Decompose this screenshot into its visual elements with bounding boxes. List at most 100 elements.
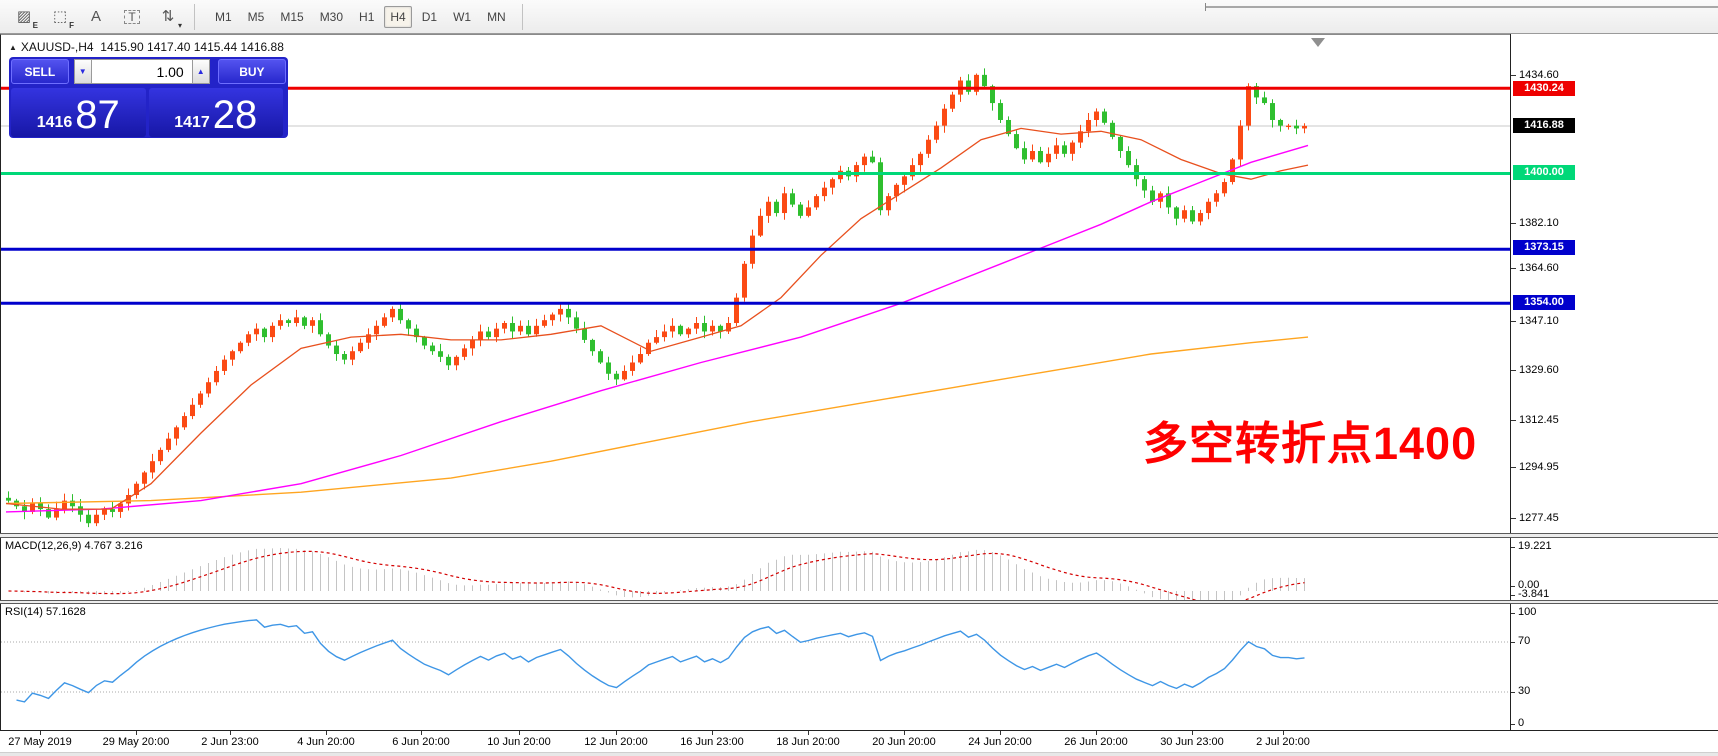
indicator-scale-label: 0.00 <box>1518 579 1540 591</box>
rsi-panel[interactable]: RSI(14) 57.1628 <box>0 604 1510 731</box>
timeframe-h1[interactable]: H1 <box>359 9 375 24</box>
time-tick <box>519 731 520 735</box>
indicator-scale-label: 70 <box>1518 635 1531 647</box>
collapse-panel-icon[interactable]: ▲ <box>9 43 17 52</box>
time-tick <box>40 731 41 735</box>
symbol-period: XAUUSD-,H4 <box>20 40 94 54</box>
indicator-scale-label: 30 <box>1518 685 1531 697</box>
main-chart-panel[interactable]: ▲ XAUUSD-,H4 1415.90 1417.40 1415.44 1416… <box>0 34 1510 533</box>
time-tick-label: 29 May 20:00 <box>102 736 170 748</box>
macd-label: MACD(12,26,9) 4.767 3.216 <box>5 540 143 552</box>
timeframe-m5[interactable]: M5 <box>247 9 265 24</box>
time-tick-label: 4 Jun 20:00 <box>297 736 355 748</box>
time-tick-label: 24 Jun 20:00 <box>968 736 1032 748</box>
indicator-scale-tick <box>1511 586 1515 587</box>
toolbar: ▨ E ⬚ F A T ⇅ ▾ M1 M5 M15 M30 H1 H4 D1 W1 MN <box>0 0 1718 34</box>
price-badge: 1400.00 <box>1513 165 1575 180</box>
buy-price-main: 1417 <box>174 114 210 132</box>
price-tick-label: 1364.60 <box>1519 262 1559 274</box>
time-tick <box>1096 731 1097 735</box>
price-tick <box>1511 518 1516 519</box>
time-tick-label: 12 Jun 20:00 <box>584 736 648 748</box>
indicator-scale-tick <box>1511 613 1515 614</box>
chart-text-annotation: 多空转折点1400 <box>1143 418 1478 469</box>
price-tick-label: 1347.10 <box>1519 315 1559 327</box>
time-tick-label: 18 Jun 20:00 <box>776 736 840 748</box>
volume-decrease-button[interactable]: ▼ <box>73 59 92 84</box>
toolbar-separator <box>194 3 195 30</box>
chart-shift-marker[interactable] <box>1311 38 1325 47</box>
grid-pattern-icon[interactable]: ⬚ F <box>52 8 74 30</box>
horizontal-scrollbar-cap <box>1205 3 1206 11</box>
price-tick <box>1511 223 1516 224</box>
price-tick-label: 1329.60 <box>1519 364 1559 376</box>
time-tick <box>1000 731 1001 735</box>
time-tick <box>326 731 327 735</box>
sort-arrows-icon[interactable]: ⇅ ▾ <box>161 8 182 30</box>
buy-price-pips: 28 <box>212 93 258 138</box>
price-badge: 1354.00 <box>1513 295 1575 310</box>
ohlc-open: 1415.90 <box>100 40 144 54</box>
panel-splitter-2[interactable] <box>0 600 1718 604</box>
timeframe-m15[interactable]: M15 <box>280 9 304 24</box>
indicator-scale-label: 100 <box>1518 606 1537 618</box>
price-tick-label: 1434.60 <box>1519 69 1559 81</box>
macd-scale: 19.221 0.00 -3.841 <box>1510 538 1718 600</box>
time-tick-label: 26 Jun 20:00 <box>1064 736 1128 748</box>
volume-input[interactable]: 1.00 <box>91 59 192 84</box>
sell-price-main: 1416 <box>36 114 73 132</box>
price-badge: 1373.15 <box>1513 240 1575 255</box>
time-axis: 27 May 2019 29 May 20:00 2 Jun 23:00 4 Jun … <box>0 731 1718 752</box>
time-tick <box>230 731 231 735</box>
horizontal-scrollbar[interactable] <box>1205 6 1718 8</box>
timeframe-h4[interactable]: H4 <box>384 5 412 28</box>
indicator-scale-tick <box>1511 724 1515 725</box>
indicator-scale-tick <box>1511 547 1515 548</box>
ohlc-close: 1416.88 <box>240 40 284 54</box>
time-tick <box>616 731 617 735</box>
bottom-strip <box>0 752 1718 756</box>
text-box-icon[interactable]: T <box>117 4 147 30</box>
hatch-pattern-icon[interactable]: ▨ E <box>16 8 38 30</box>
timeframe-d1[interactable]: D1 <box>421 9 438 24</box>
ohlc-low: 1415.44 <box>193 40 238 54</box>
rsi-scale: 100 70 30 0 <box>1510 604 1718 731</box>
time-tick-label: 30 Jun 23:00 <box>1160 736 1224 748</box>
sell-price-pips: 87 <box>75 93 120 138</box>
toolbar-separator-2 <box>521 3 523 30</box>
letter-a-icon[interactable]: A <box>90 8 101 25</box>
time-tick-label: 2 Jul 20:00 <box>1256 736 1310 748</box>
price-tick-label: 1277.45 <box>1519 512 1559 524</box>
indicator-scale-label: 0 <box>1518 717 1525 729</box>
price-tick <box>1511 467 1516 468</box>
sell-button[interactable]: SELL <box>11 59 69 84</box>
timeframe-mn[interactable]: MN <box>487 9 506 24</box>
ohlc-high: 1417.40 <box>147 40 191 54</box>
time-tick <box>712 731 713 735</box>
indicator-scale-tick <box>1511 642 1515 643</box>
volume-increase-button[interactable]: ▲ <box>191 59 210 84</box>
time-tick-label: 27 May 2019 <box>8 736 72 748</box>
time-tick <box>808 731 809 735</box>
timeframe-m1[interactable]: M1 <box>215 9 232 24</box>
indicator-scale-label: 19.221 <box>1518 540 1552 552</box>
rsi-label: RSI(14) 57.1628 <box>5 606 86 618</box>
rsi-chart <box>1 619 1510 703</box>
sell-price-box[interactable]: 1416 87 <box>11 88 146 137</box>
panel-splitter[interactable] <box>0 533 1718 538</box>
timeframe-m30[interactable]: M30 <box>319 9 344 24</box>
price-tick <box>1511 268 1516 269</box>
buy-button[interactable]: BUY <box>217 59 286 84</box>
time-tick <box>1192 731 1193 735</box>
buy-price-box[interactable]: 1417 28 <box>148 88 283 138</box>
price-scale: 1434.60 1382.10 1364.60 1347.10 1329.60 1312.… <box>1510 34 1718 533</box>
volume-spinner: ▼ 1.00 ▲ <box>73 59 210 84</box>
time-tick <box>136 731 137 735</box>
macd-chart <box>8 548 1305 609</box>
price-tick <box>1511 321 1516 322</box>
time-tick-label: 10 Jun 20:00 <box>487 736 551 748</box>
timeframe-w1[interactable]: W1 <box>453 9 472 24</box>
macd-panel[interactable]: MACD(12,26,9) 4.767 3.216 <box>0 538 1510 609</box>
chart-title: ▲ XAUUSD-,H4 1415.90 1417.40 1415.44 1416… <box>9 40 284 54</box>
